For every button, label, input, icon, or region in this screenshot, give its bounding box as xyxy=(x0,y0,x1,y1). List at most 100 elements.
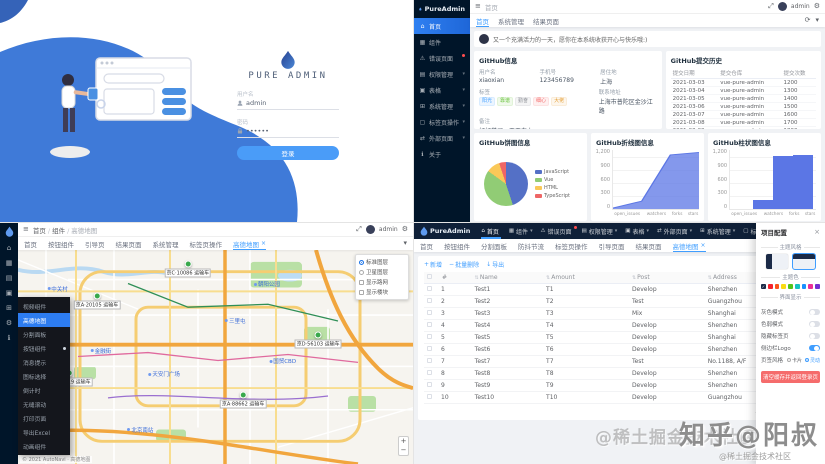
hamburger-icon[interactable]: ≡ xyxy=(475,2,481,10)
checkbox[interactable] xyxy=(427,358,432,363)
layer-option-control[interactable] xyxy=(359,269,364,275)
sidebar-icon[interactable]: ⚙ xyxy=(5,319,13,327)
legend-item[interactable]: TypeScript xyxy=(535,193,570,199)
layer-option-control[interactable] xyxy=(359,289,364,295)
flyout-menu-item[interactable]: 动画组件 xyxy=(18,439,70,453)
fullscreen-icon[interactable]: ⤢ xyxy=(356,225,362,233)
layer-option-control[interactable] xyxy=(359,279,364,285)
vehicle-marker[interactable]: 京A·88662 运输车 xyxy=(219,391,267,409)
navbar-item[interactable]: ⚠ 错误页面 xyxy=(541,223,577,239)
checkbox[interactable] xyxy=(427,274,432,279)
map-canvas[interactable]: 朝阳公园 三里屯 国贸CBD 天安门广场 金融街 中关村 北京南站 xyxy=(18,250,413,464)
avatar[interactable] xyxy=(365,225,375,234)
navbar-item[interactable]: ⇄ 外部页面 ▾ xyxy=(657,223,692,239)
fullscreen-icon[interactable]: ⤢ xyxy=(768,2,774,10)
checkbox[interactable] xyxy=(427,310,432,315)
toolbar-button[interactable]: + 新增 xyxy=(424,260,442,269)
tab-close-icon[interactable]: × xyxy=(261,240,267,247)
refresh-icon[interactable]: ⟳ xyxy=(804,16,811,24)
legend-item[interactable]: Vue xyxy=(535,177,570,183)
zoom-out-button[interactable]: − xyxy=(400,446,407,454)
navbar-item[interactable]: ▤ 权限管理 ▾ xyxy=(582,223,618,239)
layer-option[interactable]: 卫星图层 xyxy=(359,268,405,276)
navbar-logo[interactable]: PureAdmin xyxy=(420,226,470,236)
sidebar-menu-item[interactable]: ⇄ 外部页面 ▾ xyxy=(414,130,470,146)
layer-option[interactable]: 显示楼块 xyxy=(359,288,405,296)
layer-option-control[interactable] xyxy=(359,259,364,265)
tab[interactable]: 按钮组件 xyxy=(48,237,76,250)
select-all-header[interactable] xyxy=(424,272,438,284)
gear-icon[interactable]: ⚙ xyxy=(813,2,820,10)
hamburger-icon[interactable]: ≡ xyxy=(23,225,29,233)
vehicle-marker[interactable]: 京D·56103 运输车 xyxy=(294,331,342,349)
toggle-switch[interactable] xyxy=(809,321,820,327)
checkbox[interactable] xyxy=(427,286,432,291)
zoom-in-button[interactable]: + xyxy=(400,437,407,445)
checkbox[interactable] xyxy=(427,382,432,387)
checkbox[interactable] xyxy=(427,394,432,399)
commit-table-header[interactable]: 提交次数 xyxy=(781,68,816,79)
breadcrumb-item[interactable]: 高德地图 xyxy=(67,225,97,235)
sidebar-menu-item[interactable]: ⚠ 错误页面 xyxy=(414,50,470,66)
radio-option[interactable]: 灵动 xyxy=(804,357,820,364)
flyout-menu-item[interactable]: 无缝滚动 xyxy=(18,397,70,411)
color-swatch[interactable] xyxy=(808,284,814,289)
sidebar-menu-item[interactable]: ▤ 权限管理 ▾ xyxy=(414,66,470,82)
tag[interactable]: 大佬 xyxy=(551,97,568,106)
gear-icon[interactable]: ⚙ xyxy=(401,225,408,233)
username-input[interactable] xyxy=(246,99,339,107)
navbar-item[interactable]: ⌂ 首页 xyxy=(481,223,501,239)
flyout-menu-item[interactable]: 高德地图 xyxy=(18,313,70,327)
tab[interactable]: 结果页面 xyxy=(533,14,559,27)
toolbar-button[interactable]: − 批量删除 xyxy=(449,260,479,269)
radio-option[interactable]: 卡片 xyxy=(786,357,802,364)
chevron-down-icon[interactable]: ▾ xyxy=(815,16,819,24)
legend-item[interactable]: HTML xyxy=(535,185,570,191)
table-column-header[interactable]: ⇅Name xyxy=(471,272,544,284)
flyout-menu-item[interactable]: 倒计时 xyxy=(18,383,70,397)
tag[interactable]: 细心 xyxy=(533,97,550,106)
tab[interactable]: 首页 xyxy=(420,239,435,252)
flyout-menu-item[interactable]: 按钮组件 xyxy=(18,341,70,355)
sidebar-logo[interactable]: PureAdmin xyxy=(414,0,470,18)
color-swatch[interactable]: ✓ xyxy=(760,284,766,289)
layer-option[interactable]: 显示路网 xyxy=(359,278,405,286)
sidebar-icon[interactable]: ⌂ xyxy=(6,244,12,252)
flyout-menu-item[interactable]: 消息提示 xyxy=(18,355,70,369)
color-swatch[interactable] xyxy=(815,284,821,289)
table-column-header[interactable]: # xyxy=(438,272,472,284)
checkbox[interactable] xyxy=(427,370,432,375)
sidebar-icon[interactable]: ℹ xyxy=(7,334,11,342)
sidebar-menu-item[interactable]: ⌂ 首页 xyxy=(414,18,470,34)
vehicle-marker[interactable]: 京C·10086 运输车 xyxy=(164,260,212,278)
color-swatch[interactable] xyxy=(801,284,807,289)
breadcrumb-item[interactable]: 首页 xyxy=(32,226,46,235)
chevron-down-icon[interactable]: ▾ xyxy=(403,239,407,247)
flyout-menu-item[interactable]: 图标选择 xyxy=(18,369,70,383)
navbar-item[interactable]: ▦ 组件 ▾ xyxy=(509,223,533,239)
pure-admin-logo-icon[interactable] xyxy=(5,226,14,237)
tab[interactable]: 标签页操作 xyxy=(190,237,225,250)
color-swatch[interactable] xyxy=(781,284,787,289)
flyout-menu-item[interactable]: 分割面板 xyxy=(18,327,70,341)
sidebar-menu-item[interactable]: ▣ 表格 ▾ xyxy=(414,82,470,98)
toolbar-button[interactable]: ↓ 导出 xyxy=(486,260,504,269)
navbar-item[interactable]: ⊞ 系统管理 ▾ xyxy=(700,223,735,239)
layout-option[interactable] xyxy=(792,253,816,270)
checkbox[interactable] xyxy=(427,346,432,351)
vehicle-marker[interactable]: 京A·20105 运输车 xyxy=(73,292,121,310)
layer-option[interactable]: 标准图层 xyxy=(359,258,405,266)
flyout-menu-item[interactable]: 打印页面 xyxy=(18,411,70,425)
tab[interactable]: 按钮组件 xyxy=(444,239,472,252)
avatar[interactable] xyxy=(777,2,787,11)
sidebar-menu-item[interactable]: ℹ 关于 xyxy=(414,146,470,162)
commit-table-header[interactable]: 提交仓库 xyxy=(718,68,782,79)
tag[interactable]: 阳光 xyxy=(479,97,496,106)
sidebar-menu-item[interactable]: ▢ 标签页操作 ▾ xyxy=(414,114,470,130)
tag[interactable]: 勤奋 xyxy=(515,97,532,106)
checkbox[interactable] xyxy=(427,334,432,339)
table-column-header[interactable]: ⇅Amount xyxy=(543,272,629,284)
checkbox[interactable] xyxy=(427,298,432,303)
color-swatch[interactable] xyxy=(794,284,800,289)
sidebar-icon[interactable]: ▤ xyxy=(5,274,13,282)
